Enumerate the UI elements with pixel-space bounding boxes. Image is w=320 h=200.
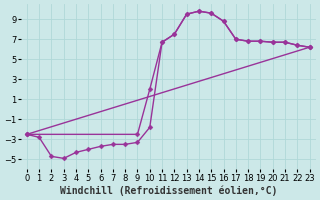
X-axis label: Windchill (Refroidissement éolien,°C): Windchill (Refroidissement éolien,°C) (60, 185, 277, 196)
